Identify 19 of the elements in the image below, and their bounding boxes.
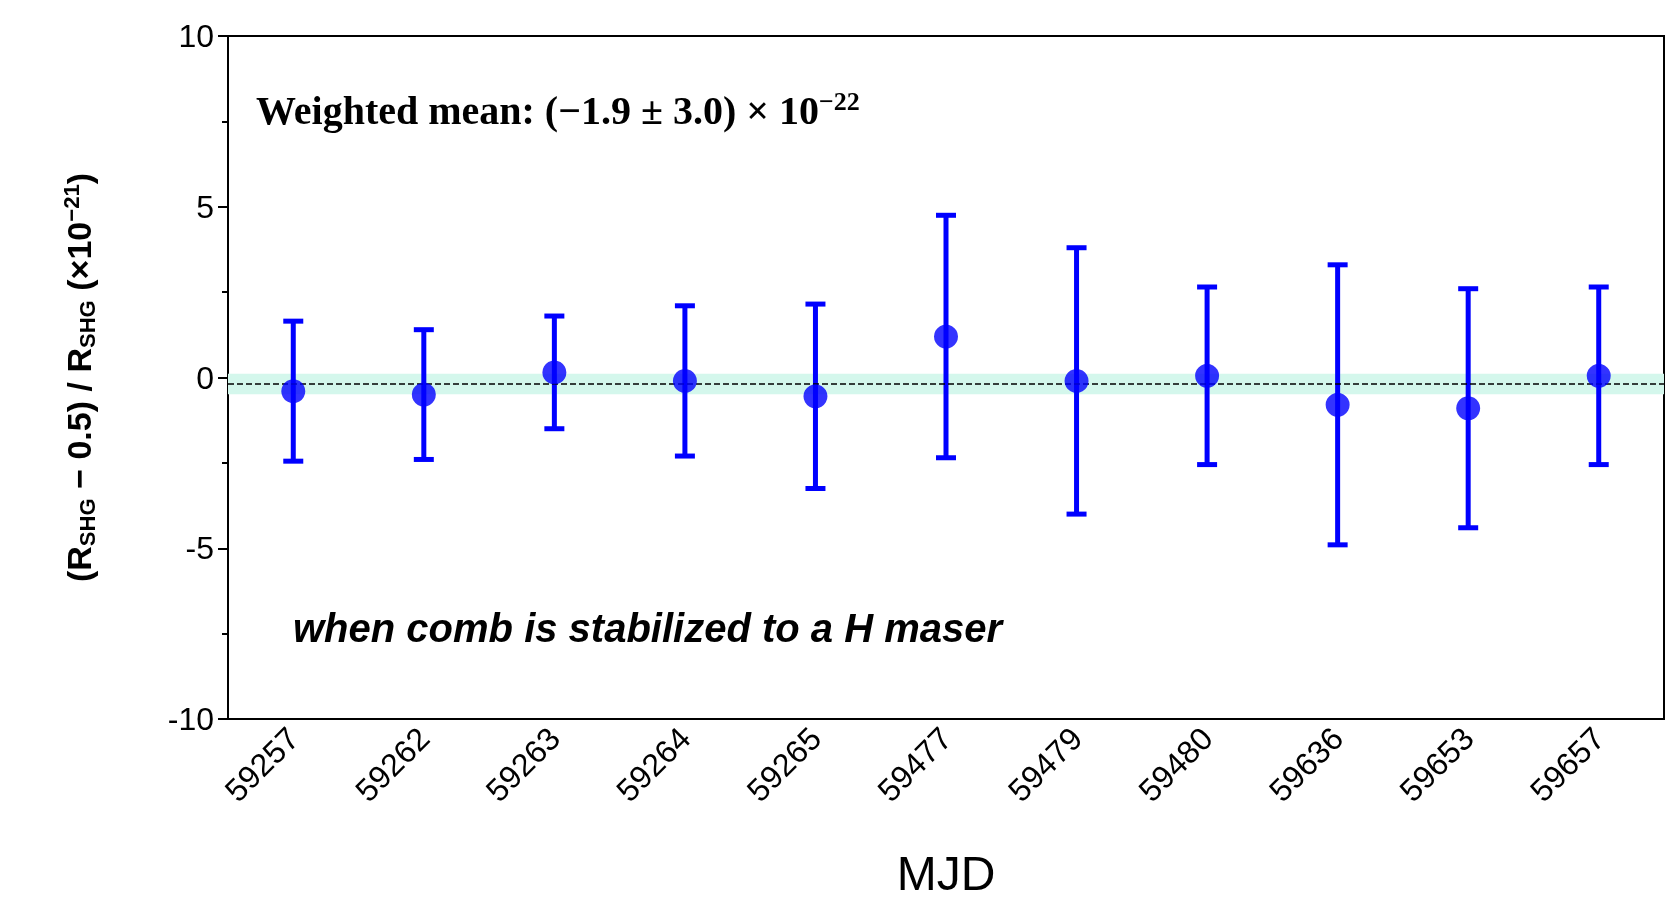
point xyxy=(1586,363,1611,388)
y-tick-label: 0 xyxy=(196,359,214,396)
y-axis-title: (RSHG − 0.5) / RSHG (×10−21) xyxy=(59,172,100,583)
y-tick-label: 10 xyxy=(178,18,214,54)
point xyxy=(1325,392,1350,417)
y-tick-label: 5 xyxy=(196,188,214,225)
point xyxy=(672,368,697,393)
x-axis-title: MJD xyxy=(896,846,996,900)
point xyxy=(934,324,958,349)
point xyxy=(542,360,567,385)
point xyxy=(1064,368,1089,393)
point xyxy=(803,384,828,409)
point xyxy=(1195,363,1220,388)
point xyxy=(1456,396,1481,421)
point xyxy=(411,382,436,407)
y-tick-label: -10 xyxy=(167,701,214,737)
annotation: when comb is stabilized to a H maser xyxy=(293,606,1005,650)
point xyxy=(281,379,306,404)
y-tick-label: -5 xyxy=(185,530,214,567)
